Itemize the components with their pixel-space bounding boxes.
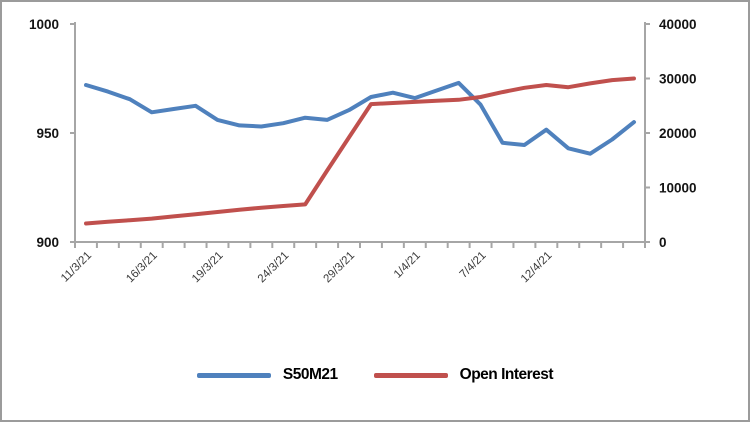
- x-axis-tick-label: 12/4/21: [519, 250, 555, 286]
- series-line-open-interest: [84, 76, 636, 226]
- y-axis-left-tick-label: 1000: [29, 17, 59, 32]
- y-axis-right-tick-label: 40000: [659, 17, 697, 32]
- x-axis-tick-label: 16/3/21: [124, 250, 160, 286]
- y-axis-right-tick-label: 0: [659, 235, 667, 250]
- y-axis-right-tick-label: 20000: [659, 126, 697, 141]
- legend-swatch-s50m21: [196, 372, 271, 378]
- y-axis-right-tick-label: 10000: [659, 181, 697, 196]
- x-axis-tick-label: 29/3/21: [322, 250, 358, 286]
- legend-item-s50m21: S50M21: [196, 366, 338, 384]
- y-axis-right-tick-label: 30000: [659, 72, 697, 87]
- y-axis-left-tick-label: 950: [36, 126, 59, 141]
- legend-label-s50m21: S50M21: [282, 366, 338, 383]
- x-axis-tick-label: 24/3/21: [256, 250, 292, 286]
- x-axis-tick-label: 7/4/21: [458, 250, 489, 281]
- x-axis-tick-label: 1/4/21: [392, 250, 423, 281]
- legend-label-open-interest: Open Interest: [459, 366, 554, 383]
- y-axis-left-tick-label: 900: [36, 235, 59, 250]
- series-line-s50m21: [84, 80, 636, 156]
- legend-item-open-interest: Open Interest: [373, 366, 554, 384]
- chart-legend: S50M21 Open Interest: [2, 354, 748, 396]
- x-axis-tick-label: 11/3/21: [59, 250, 94, 285]
- x-axis-tick-label: 19/3/21: [190, 250, 226, 286]
- legend-swatch-open-interest: [373, 372, 448, 378]
